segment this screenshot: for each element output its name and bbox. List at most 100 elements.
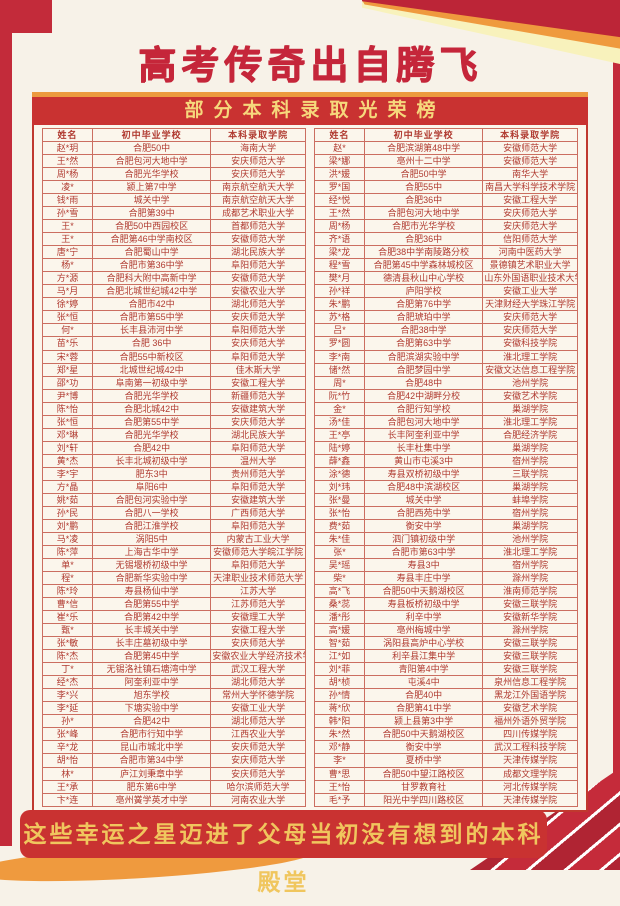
student-row: 汤*佳 合肥包河大地中学 淮北理工学院	[314, 414, 578, 429]
college-cell: 蚌埠学院	[482, 492, 578, 507]
header-row: 姓名 初中毕业学校 本科录取学院	[42, 128, 306, 142]
student-row: 吕* 合肥38中学 安庆师范大学	[314, 323, 578, 338]
student-name-cell: 曹*信	[42, 597, 93, 612]
college-cell: 泉州信息工程学院	[482, 675, 578, 690]
admission-table-right: 姓名 初中毕业学校 本科录取学院 赵* 合肥滨湖第48中学 安徽师范大学 梁*娜 亳州十二中…	[314, 128, 578, 808]
middle-school-cell: 寿县丰庄中学	[363, 571, 484, 586]
college-cell: 安徽师范大学	[210, 271, 306, 286]
middle-school-cell: 合肥包河大地中学	[363, 414, 484, 429]
middle-school-cell: 合肥八一学校	[91, 505, 212, 520]
middle-school-cell: 合肥市42中	[91, 297, 212, 312]
college-cell: 安徽三联学院	[482, 662, 578, 677]
student-name-cell: 陈*杰	[42, 649, 93, 664]
college-cell: 安庆师范大学	[210, 766, 306, 781]
middle-school-cell: 合肥第39中	[91, 206, 212, 221]
college-cell: 巢湖学院	[482, 401, 578, 416]
student-row: 周* 合肥48中 池州学院	[314, 375, 578, 390]
college-cell: 湖北师范大学	[210, 714, 306, 729]
student-row: 程*雪 合肥第45中学森林城校区 景德镇艺术职业大学	[314, 258, 578, 273]
student-row: 吴*瑶 寿县3中 宿州学院	[314, 557, 578, 573]
student-name-cell: 卞*连	[42, 792, 93, 808]
college-cell: 安庆师范大学	[482, 206, 578, 221]
middle-school-cell: 合肥第45中学	[91, 649, 212, 664]
college-cell: 天津传媒学院	[482, 753, 578, 768]
student-name-cell: 柴*	[314, 571, 365, 586]
college-cell: 淮南师范学院	[482, 584, 578, 599]
student-name-cell: 周*	[314, 375, 365, 390]
student-name-cell: 金*	[314, 401, 365, 416]
student-name-cell: 孙*雪	[42, 206, 93, 221]
student-row: 韩*阳 颍上县第3中学 福州外语外贸学院	[314, 714, 578, 729]
middle-school-cell: 合肥36中	[363, 193, 484, 208]
student-row: 方*源 合肥科大附中高新中学 安徽师范大学	[42, 271, 306, 286]
middle-school-cell: 合肥新华实验中学	[91, 571, 212, 586]
student-row: 苏*格 合肥琥珀中学 安庆师范大学	[314, 310, 578, 325]
middle-school-cell: 合肥第55中学	[91, 414, 212, 429]
student-name-cell: 高*飞	[314, 584, 365, 599]
middle-school-cell: 亳州黉学英才中学	[91, 792, 212, 808]
college-cell: 安徽三联学院	[482, 597, 578, 612]
middle-school-cell: 涡阳5中	[91, 531, 212, 546]
middle-school-cell: 黄山市屯溪3中	[363, 453, 484, 468]
student-row: 梁*娜 亳州十二中学 安徽师范大学	[314, 154, 578, 169]
student-row: 甄* 长丰城关中学 安徽工程大学	[42, 623, 306, 638]
middle-school-cell: 合肥40中	[363, 688, 484, 703]
student-name-cell: 赵*玥	[42, 140, 93, 156]
middle-school-cell: 衡安中学	[363, 518, 484, 533]
student-name-cell: 邵*功	[42, 375, 93, 390]
middle-school-cell: 夏桥中学	[363, 753, 484, 768]
student-name-cell: 经*悦	[314, 193, 365, 208]
middle-school-cell: 合肥市行知中学	[91, 727, 212, 742]
student-name-cell: 朱*然	[314, 727, 365, 742]
college-cell: 广西师范大学	[210, 505, 306, 520]
student-row: 洪*媛 合肥50中学 南华大学	[314, 167, 578, 182]
middle-school-cell: 合肥第63中学	[363, 336, 484, 351]
middle-school-cell: 合肥市第36中学	[91, 258, 212, 273]
middle-school-cell: 合肥第41中学	[363, 701, 484, 716]
student-name-cell: 张*恒	[42, 310, 93, 325]
middle-school-cell: 无锡洛社镇石塘湾中学	[91, 662, 212, 677]
student-name-cell: 朱*鹏	[314, 297, 365, 312]
college-cell: 安庆师范大学	[482, 219, 578, 234]
student-name-cell: 丁*	[42, 662, 93, 677]
middle-school-cell: 寿县3中	[363, 557, 484, 573]
student-name-cell: 黄*杰	[42, 453, 93, 468]
student-row: 张*敏 长丰庄墓初级中学 安庆师范大学	[42, 636, 306, 651]
college-cell: 南京航空航天大学	[210, 180, 306, 195]
middle-school-cell: 合肥第55中学	[91, 597, 212, 612]
student-name-cell: 王*亭	[314, 427, 365, 442]
student-name-cell: 周*杨	[314, 219, 365, 234]
middle-school-cell: 阳光中学四川路校区	[363, 792, 484, 808]
admission-table-left: 姓名 初中毕业学校 本科录取学院 赵*玥 合肥50中 海南大学 王*然 合肥包河大地中学 安庆…	[42, 128, 306, 808]
college-cell: 安徽农业大学	[210, 284, 306, 299]
student-row: 曹*信 合肥第55中学 江苏师范大学	[42, 597, 306, 612]
student-name-cell: 唐*宁	[42, 245, 93, 260]
student-name-cell: 陈*怡	[42, 401, 93, 416]
student-name-cell: 罗*国	[314, 180, 365, 195]
middle-school-cell: 长丰阿奎利亚中学	[363, 427, 484, 442]
middle-school-cell: 合肥50中西园校区	[91, 219, 212, 234]
middle-school-cell: 寿县板桥初级中学	[363, 597, 484, 612]
college-cell: 安庆师范大学	[482, 310, 578, 325]
college-cell: 安庆师范大学	[210, 154, 306, 169]
student-name-cell: 王*然	[42, 154, 93, 169]
student-row: 陈*怡 合肥北城42中 安徽建筑大学	[42, 401, 306, 416]
middle-school-cell: 合肥第76中学	[363, 297, 484, 312]
middle-school-cell: 亳州十二中学	[363, 154, 484, 169]
middle-school-cell: 合肥 36中	[91, 336, 212, 351]
student-row: 潘*彤 利辛中学 安徽新华学院	[314, 610, 578, 625]
student-name-cell: 胡*怡	[42, 753, 93, 768]
student-row: 辛*龙 昆山市城北中学 安庆师范大学	[42, 740, 306, 755]
college-cell: 湖北师范大学	[210, 675, 306, 690]
student-row: 邵*功 阜南第一初级中学 安徽工程大学	[42, 375, 306, 390]
honor-roll-banner: 部分本科录取光荣榜	[32, 92, 588, 125]
middle-school-cell: 合肥55中	[363, 180, 484, 195]
student-row: 高*媛 亳州梅城中学 滁州学院	[314, 623, 578, 638]
student-row: 桑*蕊 寿县板桥初级中学 安徽三联学院	[314, 597, 578, 612]
college-cell: 安徽师范大学	[482, 140, 578, 156]
college-cell: 海南大学	[210, 140, 306, 156]
student-name-cell: 程*	[42, 571, 93, 586]
middle-school-cell: 合肥50中	[91, 140, 212, 156]
student-row: 林* 庐江刘秉章中学 安庆师范大学	[42, 766, 306, 781]
student-name-cell: 蒋*欣	[314, 701, 365, 716]
